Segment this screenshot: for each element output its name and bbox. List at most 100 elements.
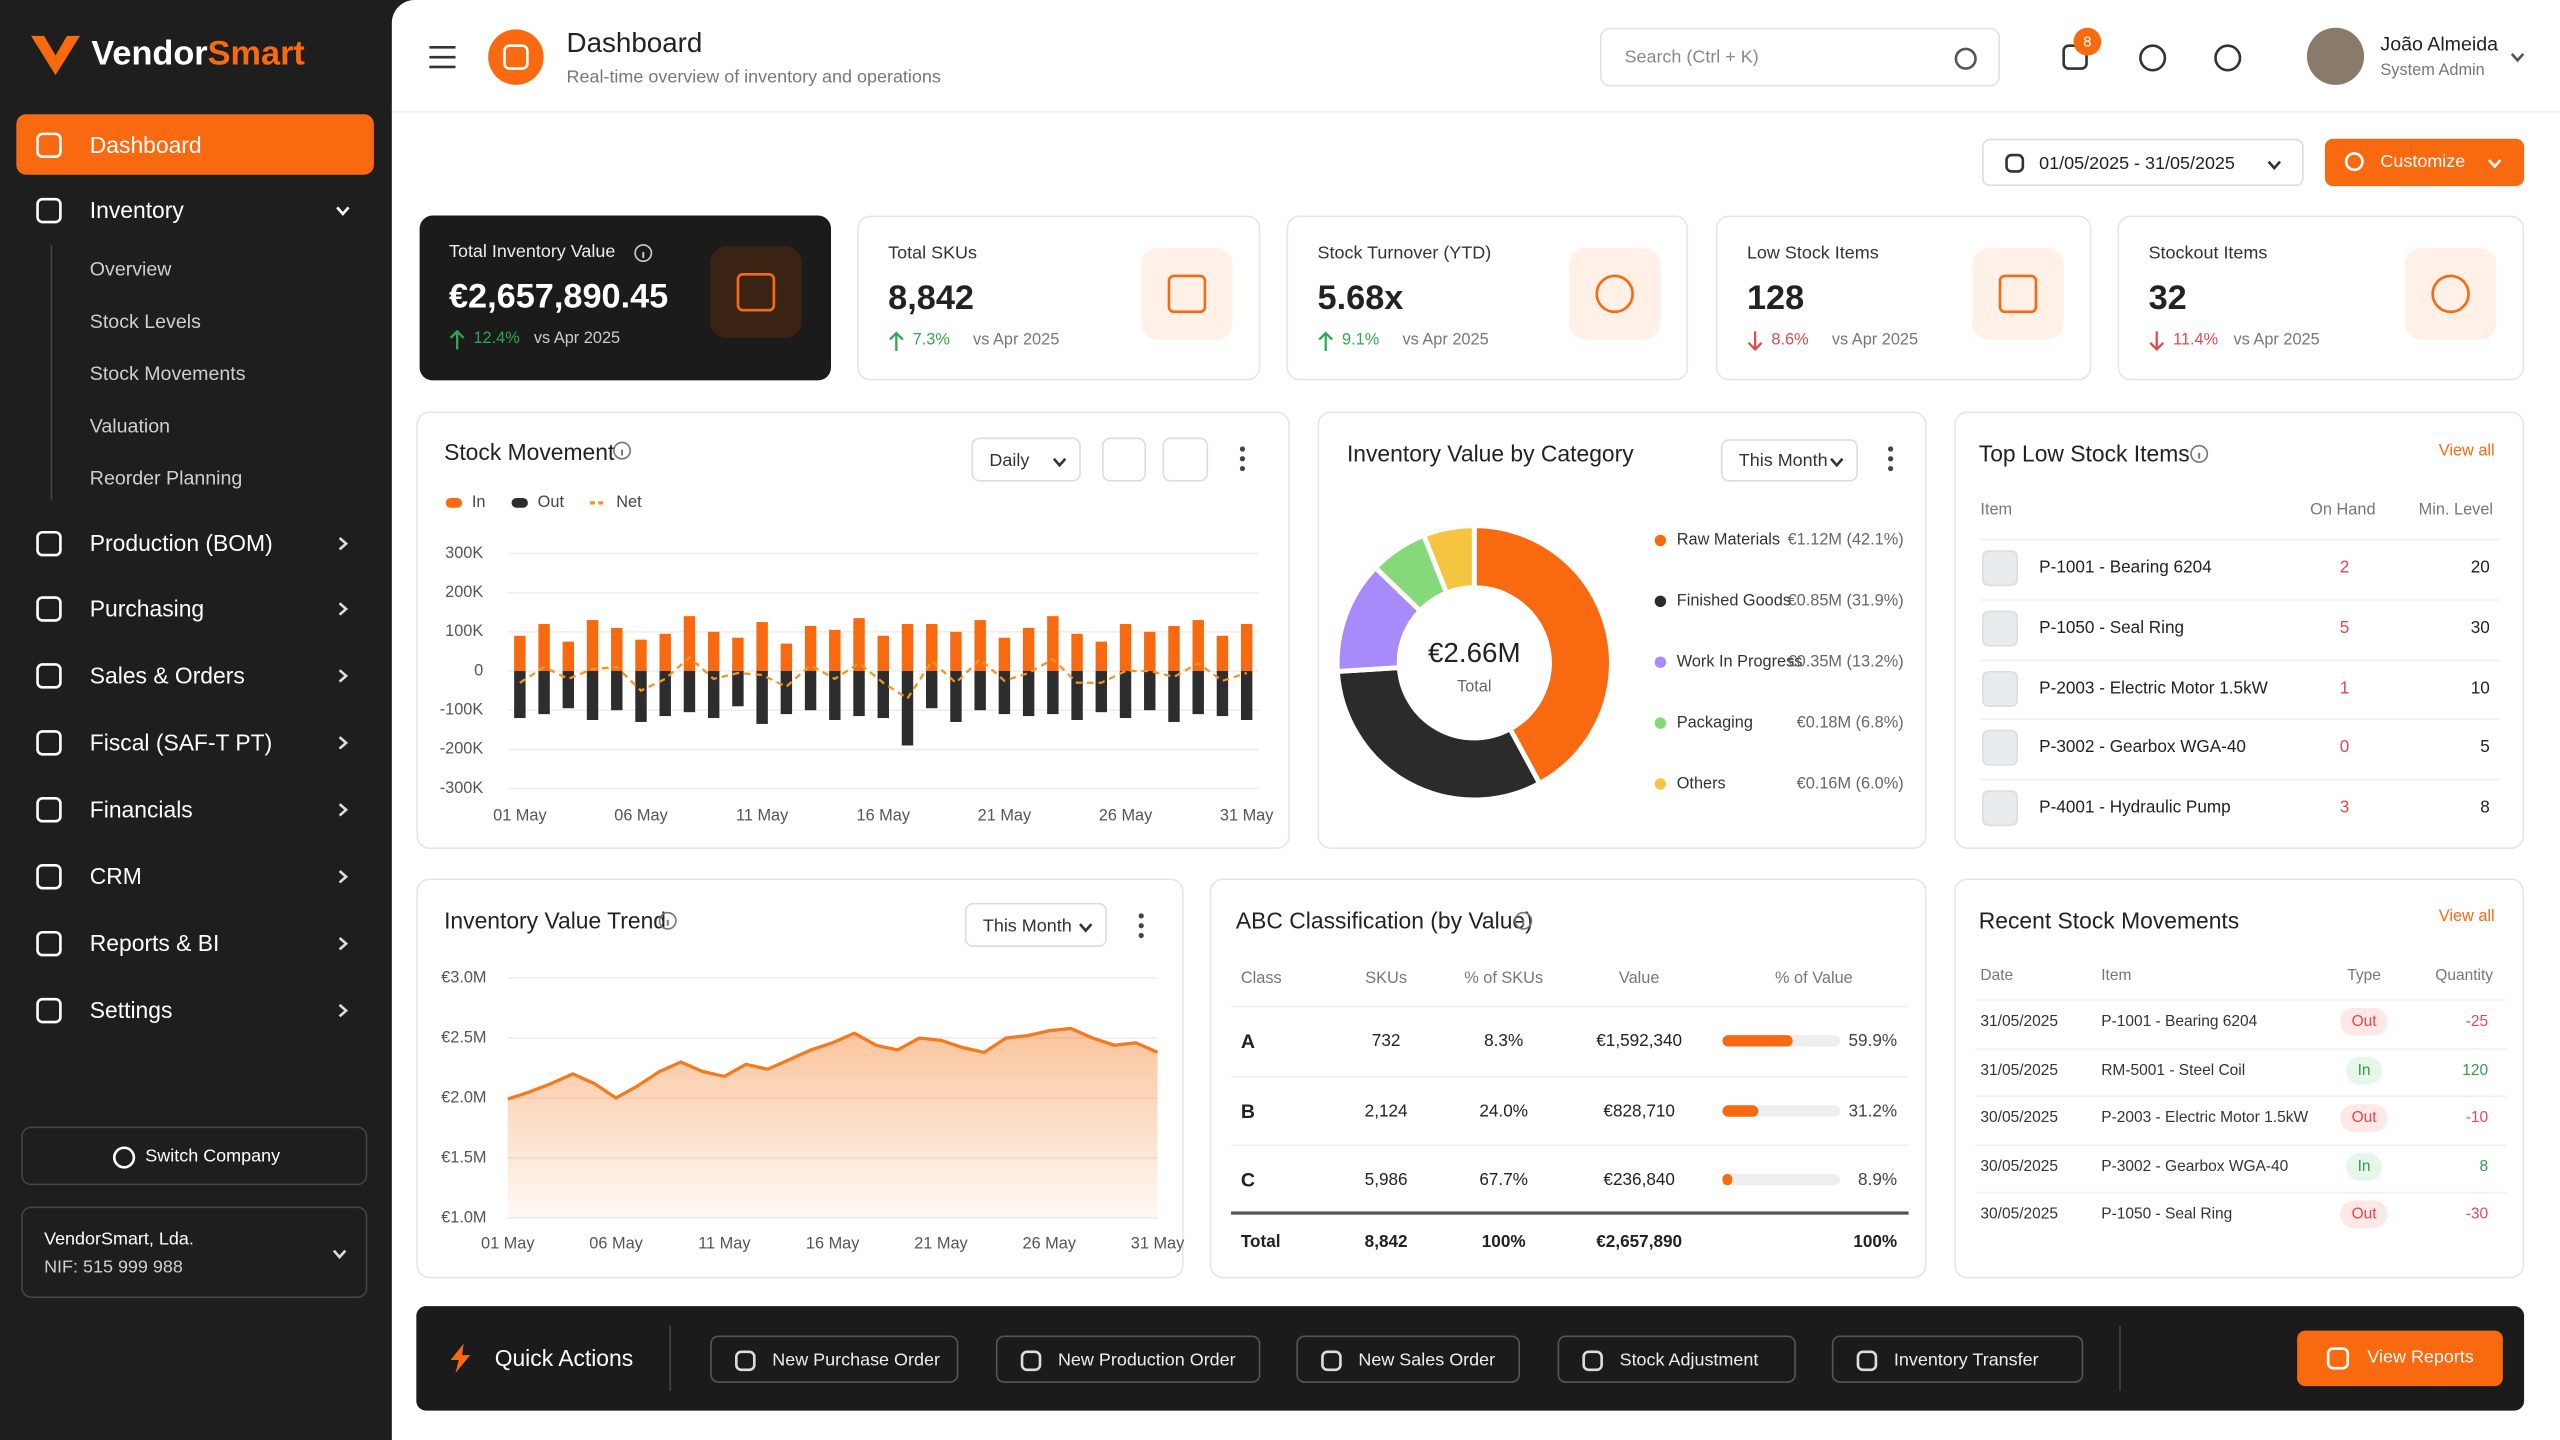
- period-dropdown[interactable]: Daily: [971, 437, 1081, 482]
- bar: [635, 639, 647, 672]
- nav-item[interactable]: CRM: [89, 863, 142, 890]
- nav-item[interactable]: Production (BOM): [89, 529, 273, 557]
- nav-item[interactable]: Reports & BI: [89, 929, 220, 957]
- switch-company-label: Switch Company: [145, 1146, 281, 1167]
- item-thumbnail: [1982, 550, 2018, 587]
- dot: [1888, 465, 1894, 472]
- x-tick-label: 31 May: [1131, 1234, 1185, 1252]
- switch-company-button[interactable]: Switch Company: [21, 1126, 368, 1186]
- bar: [683, 671, 696, 713]
- nav-item[interactable]: Fiscal (SAF-T PT): [89, 729, 273, 756]
- filter-button[interactable]: [1162, 437, 1209, 482]
- more-menu[interactable]: [1239, 446, 1246, 472]
- icon: [1514, 911, 1533, 930]
- net-line: [519, 655, 1248, 701]
- bar: [1216, 635, 1229, 672]
- y-tick-label: €3.0M: [441, 968, 486, 986]
- nav-subitem[interactable]: Stock Movements: [89, 362, 246, 385]
- min-level: 8: [2480, 798, 2490, 818]
- movement-quantity: -25: [2465, 1012, 2489, 1031]
- bar: [1022, 671, 1035, 717]
- nav-item[interactable]: Inventory: [89, 196, 184, 224]
- nav-item[interactable]: Financials: [89, 796, 193, 823]
- chevron: [332, 1249, 347, 1260]
- nav-subitem[interactable]: Stock Levels: [89, 309, 201, 333]
- bar: [901, 624, 914, 672]
- bar: [974, 620, 986, 672]
- legend-dot: [1654, 534, 1667, 547]
- user-avatar[interactable]: [2306, 27, 2365, 85]
- nav-item[interactable]: Sales & Orders: [89, 662, 245, 689]
- user-role: System Admin: [2380, 62, 2485, 80]
- period-dropdown[interactable]: This Month: [1720, 439, 1858, 482]
- quick-action-button[interactable]: New Production Order: [995, 1335, 1261, 1383]
- on-hand: 5: [2339, 617, 2350, 638]
- x-tick-label: 21 May: [978, 807, 1032, 825]
- nav-item[interactable]: Settings: [89, 996, 173, 1024]
- trend-line: [507, 1026, 1159, 1101]
- icon-shape: [1998, 274, 2038, 314]
- donut-slice: [1420, 523, 1477, 597]
- view-all-link[interactable]: View all: [2438, 907, 2495, 926]
- stock-movement-card: Stock Movement Daily 300K 200K 100K 0 -100K -20…: [416, 411, 1290, 849]
- abc-cell: €236,840: [1603, 1170, 1675, 1190]
- bar: [683, 616, 696, 672]
- bar: [586, 620, 599, 672]
- date-range-picker[interactable]: 01/05/2025 - 31/05/2025: [1982, 138, 2304, 187]
- kpi-change: 12.4%: [473, 329, 520, 348]
- quick-actions-bar: Quick Actions New Purchase Order New Produ…: [416, 1306, 2525, 1411]
- icon: [503, 44, 529, 70]
- icon-shape: [658, 911, 677, 930]
- column-header: Value: [1618, 969, 1660, 988]
- nav-item[interactable]: Purchasing: [89, 595, 205, 622]
- view-all-link[interactable]: View all: [2438, 442, 2495, 461]
- icon: [736, 272, 776, 312]
- nav-subitem[interactable]: Valuation: [89, 414, 171, 438]
- x-tick-label: 31 May: [1220, 807, 1274, 825]
- icon-shape: [1595, 274, 1634, 314]
- column-header: Min. Level: [2418, 501, 2494, 520]
- row-divider: [1980, 719, 2500, 721]
- chevron: [2267, 159, 2281, 170]
- icon-shape: [2326, 1347, 2350, 1370]
- item-name: P-2003 - Electric Motor 1.5kW: [2039, 678, 2268, 698]
- chart-type-button[interactable]: [1102, 437, 1147, 482]
- icon-shape: [2431, 274, 2470, 314]
- more-menu[interactable]: [1138, 913, 1145, 939]
- company-name: VendorSmart, Lda.: [44, 1230, 194, 1250]
- progress-track: [1722, 1104, 1841, 1116]
- nav-subitem[interactable]: Reorder Planning: [89, 466, 243, 490]
- menu-toggle[interactable]: [429, 46, 456, 69]
- quick-action-button[interactable]: Inventory Transfer: [1831, 1335, 2084, 1383]
- period-dropdown[interactable]: This Month: [964, 902, 1107, 947]
- quick-action-button[interactable]: Stock Adjustment: [1557, 1335, 1796, 1383]
- item-name: P-1001 - Bearing 6204: [2039, 557, 2212, 578]
- nav-subitem[interactable]: Overview: [89, 257, 172, 281]
- search-box[interactable]: Search (Ctrl + K): [1600, 27, 2001, 87]
- view-reports-button[interactable]: View Reports: [2297, 1330, 2503, 1387]
- quick-action-button[interactable]: New Purchase Order: [710, 1335, 959, 1383]
- nav-item[interactable]: Dashboard: [89, 131, 202, 158]
- row-divider: [1980, 658, 2500, 661]
- company-selector[interactable]: VendorSmart, Lda. NIF: 515 999 988: [21, 1206, 368, 1298]
- min-level: 5: [2480, 738, 2490, 758]
- chevron-shape: [338, 803, 349, 817]
- icon: [1954, 47, 1977, 70]
- kpi-label: Total Inventory Value: [448, 242, 616, 262]
- customize-button[interactable]: Customize: [2324, 138, 2525, 187]
- x-tick-label: 06 May: [614, 807, 668, 825]
- page-icon: [488, 29, 544, 85]
- quick-action-button[interactable]: New Sales Order: [1296, 1335, 1520, 1383]
- more-menu[interactable]: [1887, 446, 1894, 472]
- kpi-icon: [1568, 248, 1661, 340]
- bar: [901, 671, 914, 746]
- bar: [562, 671, 575, 709]
- movement-item: P-2003 - Electric Motor 1.5kW: [2101, 1109, 2309, 1128]
- bar: [829, 671, 841, 720]
- nav-active-pill[interactable]: [16, 114, 374, 175]
- customize-label: Customize: [2380, 151, 2466, 172]
- legend-label: Out: [538, 493, 565, 511]
- kpi-compare: vs Apr 2025: [973, 331, 1060, 350]
